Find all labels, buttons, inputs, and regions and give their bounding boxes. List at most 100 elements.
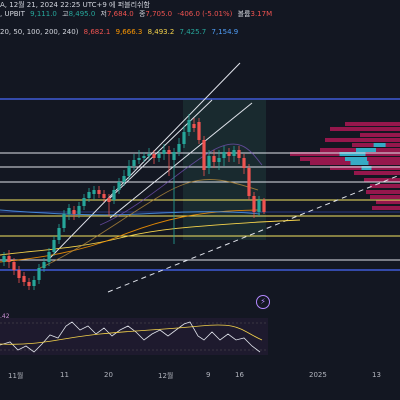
volume-profile-bar <box>364 178 400 182</box>
high-value: 8,495.0 <box>68 10 96 18</box>
volume-profile-poc <box>339 152 366 156</box>
candle-body <box>237 150 241 158</box>
candle-body <box>12 262 16 270</box>
candle-body <box>147 154 151 156</box>
candle-body <box>177 144 181 152</box>
candle-body <box>252 196 256 212</box>
candlesticks <box>2 114 266 290</box>
low-value: 7,684.0 <box>106 10 134 18</box>
volume-value: 3.17M <box>250 10 273 18</box>
candle-body <box>82 198 86 206</box>
candle-body <box>152 154 156 158</box>
candle-body <box>157 154 161 158</box>
chart-header-line1: A, 12월 21, 2024 22:25 UTC+9 에 퍼블리쉬함 <box>0 1 150 10</box>
rsi-panel <box>0 318 268 355</box>
candle-body <box>107 198 111 202</box>
volume-profile-bar <box>372 206 400 210</box>
x-label: 20 <box>104 371 113 379</box>
x-label: 2025 <box>309 371 327 379</box>
rsi-line <box>0 321 261 353</box>
candle-body <box>72 210 76 214</box>
x-label: 16 <box>235 371 244 379</box>
candle-body <box>87 192 91 198</box>
candle-body <box>97 190 101 194</box>
high-label: 고 <box>62 10 69 18</box>
lightning-icon[interactable]: ⚡ <box>256 295 270 309</box>
candle-body <box>112 190 116 200</box>
rsi-value: .42 <box>0 313 10 320</box>
candle-body <box>172 152 176 160</box>
trend-channel <box>49 62 400 293</box>
candle-body <box>207 156 211 168</box>
candle-body <box>22 276 26 282</box>
candle-body <box>242 158 246 168</box>
candle-body <box>67 208 71 214</box>
low-label: 저 <box>100 10 107 18</box>
volume-profile-poc <box>350 161 369 165</box>
ma-params: 20, 50, 100, 200, 240) <box>0 28 79 36</box>
ma-value-3: 8,493.2 <box>147 28 175 36</box>
candle-body <box>122 176 126 182</box>
rsi-ma-line <box>0 324 263 345</box>
candle-body <box>117 182 121 190</box>
candle-body <box>132 160 136 166</box>
chart-header-line2: , UPBIT 9,111.0 고8,495.0 저7,684.0 종7,705… <box>0 10 272 19</box>
volume-profile-bar <box>360 133 400 137</box>
candle-body <box>37 268 41 280</box>
candle-body <box>212 156 216 162</box>
candle-body <box>167 150 171 154</box>
close-value: 7,705.0 <box>145 10 173 18</box>
ma-value-1: 8,682.1 <box>83 28 111 36</box>
candle-body <box>227 152 231 156</box>
candle-body <box>7 256 11 262</box>
x-label: 11 <box>60 371 69 379</box>
volume-profile-bar <box>366 190 400 194</box>
candle-body <box>217 158 221 162</box>
volume-profile-bar <box>370 184 400 188</box>
horizontal-levels <box>0 98 400 271</box>
candle-body <box>192 124 196 128</box>
x-label: 13 <box>372 371 381 379</box>
volume-profile-bar <box>370 195 400 199</box>
x-label: 11월 <box>8 372 24 380</box>
x-label: 9 <box>206 371 211 379</box>
volume-profile-poc <box>373 143 386 147</box>
candle-body <box>77 206 81 214</box>
volume-profile-poc <box>361 166 372 170</box>
ma-value-5: 7,154.9 <box>211 28 239 36</box>
candle-body <box>137 158 141 160</box>
candle-body <box>247 168 251 196</box>
candle-body <box>92 190 96 194</box>
candle-body <box>262 200 266 212</box>
volume-profile-bar <box>330 127 400 131</box>
moving-averages <box>0 143 301 269</box>
ma-value-2: 9,666.3 <box>115 28 143 36</box>
candle-body <box>52 240 56 252</box>
volume-label: 볼륨 <box>237 10 251 18</box>
volume-profile-bar <box>345 122 400 126</box>
ma-value-4: 7,425.7 <box>179 28 207 36</box>
candle-body <box>42 262 46 268</box>
candle-body <box>202 140 206 170</box>
candle-body <box>222 152 226 158</box>
candle-body <box>32 280 36 286</box>
candle-body <box>27 282 31 286</box>
candle-body <box>257 200 261 212</box>
candle-body <box>182 132 186 144</box>
volume-profile-bar <box>325 138 400 142</box>
candle-body <box>127 166 131 176</box>
candle-body <box>232 150 236 156</box>
candle-body <box>2 256 6 262</box>
price-chart[interactable] <box>0 0 400 366</box>
x-label: 12월 <box>158 372 174 380</box>
candle-body <box>47 252 51 262</box>
candle-body <box>102 194 106 198</box>
open-value: 9,111.0 <box>30 10 57 18</box>
candle-body <box>197 122 201 140</box>
volume-profile <box>290 122 400 210</box>
candle-body <box>162 150 166 154</box>
volume-profile-bar <box>354 171 400 175</box>
change-value: -406.0 (-5.01%) <box>177 10 233 18</box>
ma-legend: 20, 50, 100, 200, 240) 8,682.1 9,666.3 8… <box>0 28 238 37</box>
volume-profile-bar <box>376 200 400 204</box>
